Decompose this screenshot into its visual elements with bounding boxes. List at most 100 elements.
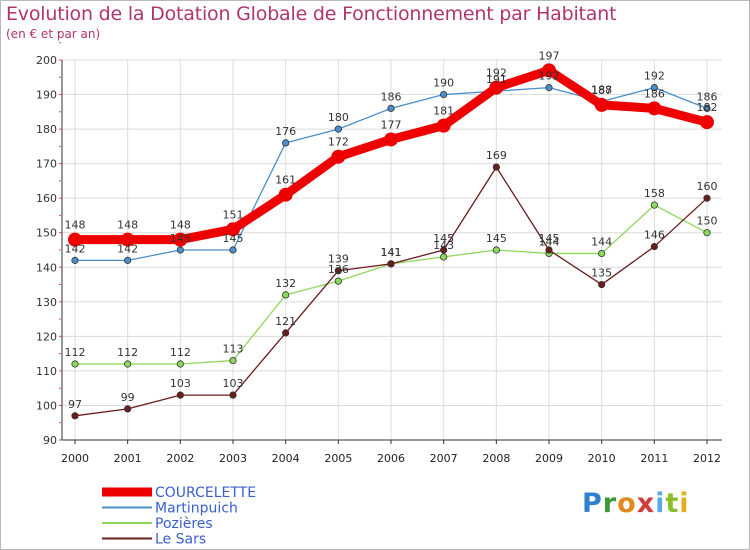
data-point <box>650 201 658 209</box>
y-tick-label: 150 <box>36 227 57 240</box>
data-label: 112 <box>65 346 86 359</box>
x-tick-label: 2002 <box>166 452 194 465</box>
data-label: 190 <box>433 77 454 90</box>
logo-letter: r <box>602 488 618 519</box>
y-tick-label: 90 <box>43 434 57 447</box>
data-label: 97 <box>68 398 82 411</box>
data-point <box>492 163 500 171</box>
data-point <box>598 249 606 258</box>
data-label: 148 <box>170 219 191 232</box>
data-point <box>282 291 290 299</box>
legend-label: Pozières <box>155 516 213 532</box>
data-label: 139 <box>328 253 349 266</box>
data-point <box>331 149 346 164</box>
data-label: 145 <box>486 232 507 245</box>
data-label: 151 <box>223 208 244 221</box>
data-point <box>124 360 132 368</box>
data-label: 160 <box>697 180 718 193</box>
data-point <box>120 232 135 247</box>
data-point <box>598 280 606 289</box>
x-tick-label: 2003 <box>219 452 247 465</box>
data-point <box>176 391 184 399</box>
data-label: 169 <box>486 149 507 162</box>
data-label: 192 <box>644 70 665 83</box>
data-point <box>703 104 711 112</box>
data-label: 180 <box>328 111 349 124</box>
data-point <box>489 80 504 95</box>
data-label: 148 <box>117 219 138 232</box>
x-tick-label: 2005 <box>324 452 352 465</box>
data-label: 112 <box>170 346 191 359</box>
data-label: 144 <box>539 235 560 248</box>
chart-title: Evolution de la Dotation Globale de Fonc… <box>6 3 617 25</box>
data-label: 141 <box>381 246 402 259</box>
data-point <box>650 242 658 251</box>
data-label: 181 <box>433 105 454 118</box>
x-tick-label: 2012 <box>693 452 721 465</box>
data-label: 172 <box>328 136 349 149</box>
data-point <box>334 125 342 133</box>
logo-letter: P <box>582 488 603 519</box>
data-label: 192 <box>539 70 560 83</box>
data-label: 103 <box>223 377 244 390</box>
data-point <box>282 139 290 147</box>
data-label: 186 <box>697 90 718 103</box>
x-tick-label: 2004 <box>272 452 300 465</box>
data-point <box>226 222 240 237</box>
data-point <box>440 246 448 254</box>
data-point <box>229 356 237 365</box>
legend-label: Le Sars <box>155 532 206 548</box>
data-label: 112 <box>117 346 138 359</box>
y-tick-label: 140 <box>36 261 57 274</box>
data-label: 141 <box>381 246 402 259</box>
data-label: 192 <box>486 67 507 80</box>
data-point <box>703 194 711 202</box>
data-label: 143 <box>433 239 454 252</box>
data-label: 158 <box>644 187 665 200</box>
logo-letter: t <box>665 488 680 519</box>
data-point <box>176 246 184 254</box>
data-point <box>229 391 237 399</box>
data-point <box>71 256 79 264</box>
x-tick-label: 2008 <box>482 452 510 465</box>
data-point <box>700 115 714 130</box>
logo-letter: x <box>636 488 656 519</box>
logo-letter: i <box>655 488 666 519</box>
data-label: 145 <box>170 232 191 245</box>
data-point <box>387 260 395 268</box>
chart-subtitle: (en € et par an) <box>6 27 101 41</box>
data-label: 103 <box>170 377 191 390</box>
data-label: 113 <box>223 343 244 356</box>
data-point <box>387 104 395 112</box>
data-label: 146 <box>644 229 665 242</box>
data-label: 145 <box>539 232 560 245</box>
data-label: 150 <box>697 215 718 228</box>
x-tick-label: 2009 <box>535 452 563 465</box>
data-point <box>703 229 711 237</box>
y-tick-label: 190 <box>36 89 57 102</box>
y-tick-label: 160 <box>36 192 57 205</box>
y-tick-label: 100 <box>36 399 57 412</box>
data-point <box>124 256 132 264</box>
data-label: 186 <box>644 87 665 100</box>
data-label: 144 <box>591 235 612 248</box>
data-point <box>71 412 79 420</box>
y-tick-label: 180 <box>36 123 57 136</box>
data-label: 186 <box>381 90 402 103</box>
x-tick-label: 2006 <box>377 452 405 465</box>
logo-letter: i <box>679 488 690 519</box>
x-tick-label: 2000 <box>61 452 89 465</box>
data-point <box>650 84 658 92</box>
data-point <box>176 360 184 368</box>
data-label: 148 <box>65 219 86 232</box>
data-point <box>68 232 82 247</box>
data-label: 177 <box>381 118 402 131</box>
data-label: 191 <box>486 73 507 86</box>
y-tick-label: 120 <box>36 330 57 343</box>
data-point <box>545 84 553 92</box>
y-tick-label: 200 <box>36 54 57 67</box>
x-tick-label: 2001 <box>114 452 142 465</box>
data-label: 142 <box>117 242 138 255</box>
